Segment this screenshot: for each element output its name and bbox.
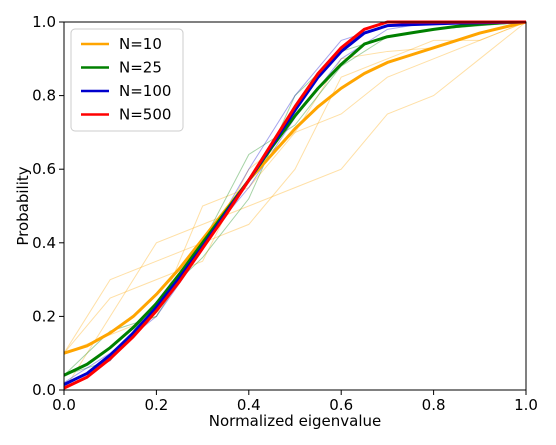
series-line-n-10: [63, 20, 527, 355]
y-tick-label: 0.2: [32, 307, 56, 325]
y-tick-label: 0.8: [32, 87, 56, 105]
faint-sample-line: [63, 21, 527, 354]
x-tick-label: 0.0: [52, 396, 76, 414]
legend-label: N=500: [119, 106, 171, 124]
series-line-n-25: [63, 20, 527, 377]
legend-label: N=25: [119, 59, 162, 77]
y-axis-ticks: 0.0 0.2 0.4 0.6 0.8 1.0: [32, 13, 64, 399]
x-tick-label: 0.8: [422, 396, 446, 414]
y-tick-label: 1.0: [32, 13, 56, 31]
x-tick-label: 0.6: [329, 396, 353, 414]
y-tick-label: 0.0: [32, 381, 56, 399]
faint-sample-line: [63, 21, 527, 354]
legend-label: N=100: [119, 82, 171, 100]
y-axis-label: Probability: [14, 166, 32, 245]
x-axis-label: Normalized eigenvalue: [209, 412, 381, 430]
legend: N=10 N=25 N=100 N=500: [70, 28, 184, 132]
x-tick-label: 1.0: [514, 396, 538, 414]
y-tick-label: 0.4: [32, 234, 56, 252]
legend-box: [70, 28, 184, 132]
x-tick-label: 0.4: [237, 396, 261, 414]
plot-frame: [63, 21, 527, 391]
x-tick-label: 0.2: [144, 396, 168, 414]
legend-label: N=10: [119, 35, 162, 53]
x-axis-ticks: 0.0 0.2 0.4 0.6 0.8 1.0: [52, 390, 538, 414]
y-tick-label: 0.6: [32, 160, 56, 178]
faint-sample-line: [63, 21, 527, 391]
